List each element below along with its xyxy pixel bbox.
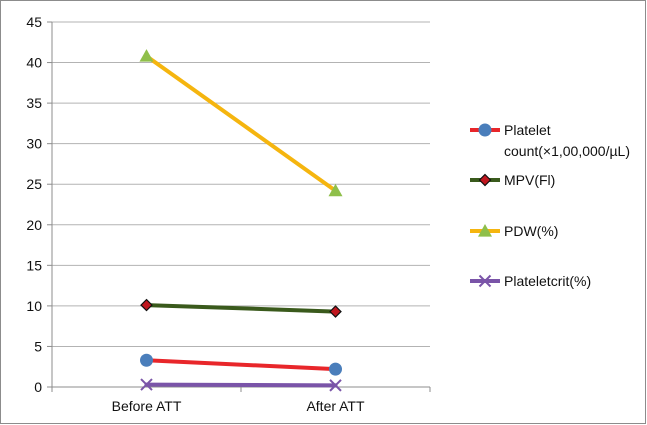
legend-label: count(×1,00,000/µL): [504, 143, 630, 159]
series-plateletcrit: [140, 378, 342, 392]
y-tick-label: 30: [26, 136, 42, 152]
x-tick-label: Before ATT: [112, 398, 182, 414]
legend-label: MPV(Fl): [504, 172, 555, 188]
series-line-mpv-fl: [144, 303, 338, 314]
series-platelet-count-1-00-000-l: [140, 353, 342, 376]
data-point-pdw: [328, 183, 343, 197]
gridlines: [52, 21, 430, 347]
axes: [47, 21, 431, 392]
data-point-platelet-count-1-00-000-l: [140, 353, 153, 367]
legend-marker: [478, 224, 492, 237]
legend-entry-mpv-fl: MPV(Fl): [470, 172, 555, 188]
y-tick-label: 15: [26, 257, 42, 273]
legend-marker: [478, 274, 492, 288]
legend: Platelet count(×1,00,000/µL) MPV(Fl) PDW(%)…: [470, 122, 630, 289]
y-tick-label: 0: [34, 379, 42, 395]
series-line-pdw: [144, 54, 338, 193]
series-lines: [139, 49, 343, 392]
y-tick-label: 25: [26, 176, 42, 192]
legend-label: Platelet: [504, 122, 551, 138]
y-tick-label: 45: [26, 14, 42, 30]
series-line-plateletcrit: [144, 382, 338, 388]
data-point-plateletcrit: [140, 378, 153, 391]
data-point-platelet-count-1-00-000-l: [329, 362, 342, 376]
legend-label: PDW(%): [504, 223, 558, 239]
data-point-plateletcrit: [329, 379, 342, 392]
data-point-pdw: [139, 49, 154, 62]
series-mpv-fl: [140, 298, 342, 318]
data-point-mpv-fl: [140, 298, 153, 312]
y-tick-label: 5: [34, 338, 42, 354]
series-pdw: [139, 49, 343, 197]
legend-marker: [478, 123, 492, 137]
y-tick-label: 35: [26, 95, 42, 111]
legend-marker: [478, 173, 492, 187]
y-tick-label: 10: [26, 298, 42, 314]
y-tick-label: 20: [26, 217, 42, 233]
y-tick-labels: 0 5 10 15 20 25 30 35 40 45: [26, 14, 42, 395]
legend-label: Plateletcrit(%): [504, 273, 591, 289]
legend-entry-pdw: PDW(%): [470, 223, 558, 239]
x-tick-labels: Before ATT After ATT: [112, 398, 365, 414]
series-line-platelet-count-1-00-000-l: [144, 358, 338, 372]
legend-entry-platelet-count-1-00-000-l: Platelet count(×1,00,000/µL): [470, 122, 630, 159]
data-point-mpv-fl: [329, 305, 342, 318]
y-tick-label: 40: [26, 55, 42, 71]
x-tick-label: After ATT: [306, 398, 365, 414]
legend-entry-plateletcrit: Plateletcrit(%): [470, 273, 591, 289]
